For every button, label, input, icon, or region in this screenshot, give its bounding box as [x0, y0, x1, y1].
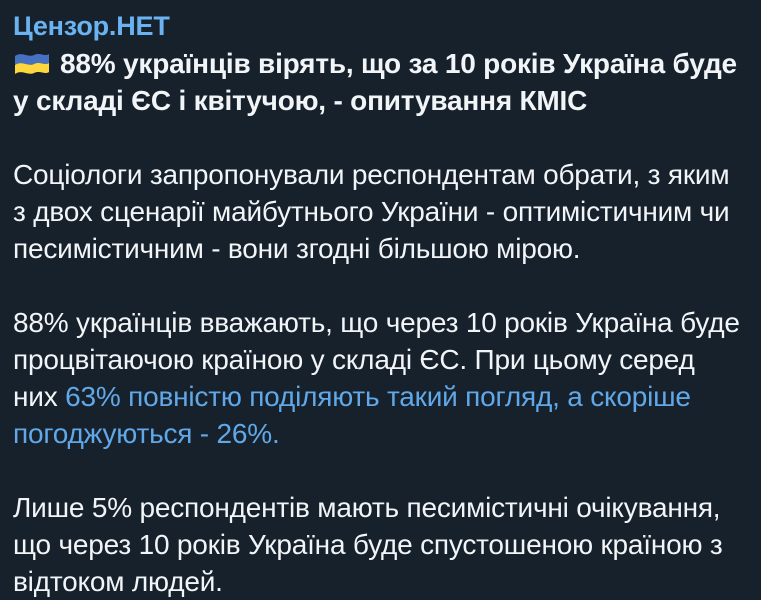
paragraph-methodology: Соціологи запропонували респондентам обр…	[13, 159, 730, 264]
paragraph-results-text: 88% українців вважають, що через 10 рокі…	[13, 307, 740, 412]
paragraph-results: 88% українців вважають, що через 10 рокі…	[13, 304, 745, 452]
headline-text: 88% українців вірять, що за 10 років Укр…	[13, 48, 737, 116]
ukraine-flag-icon	[13, 48, 51, 75]
survey-detail-link[interactable]: 63% повністю поділяють такий погляд, а с…	[13, 381, 691, 449]
channel-name[interactable]: Цензор.НЕТ	[13, 11, 170, 41]
paragraph-pessimists: Лише 5% респондентів мають песимістичні …	[13, 492, 723, 597]
post-headline: 88% українців вірять, що за 10 років Укр…	[13, 45, 745, 119]
